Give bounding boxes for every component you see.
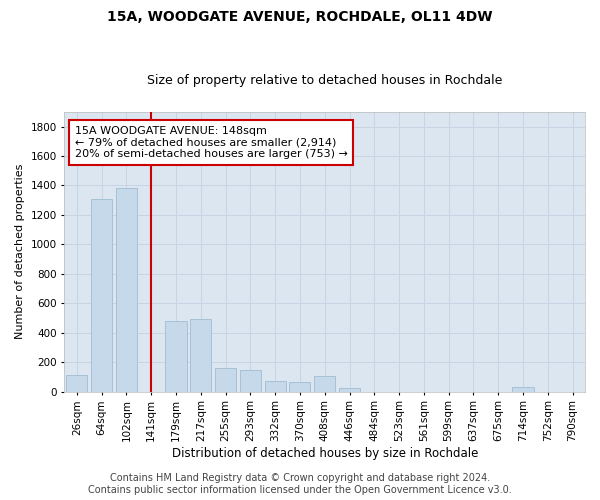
Bar bbox=[314, 376, 335, 392]
Text: 15A, WOODGATE AVENUE, ROCHDALE, OL11 4DW: 15A, WOODGATE AVENUE, ROCHDALE, OL11 4DW bbox=[107, 10, 493, 24]
Text: Contains HM Land Registry data © Crown copyright and database right 2024.
Contai: Contains HM Land Registry data © Crown c… bbox=[88, 474, 512, 495]
Bar bbox=[116, 188, 137, 392]
X-axis label: Distribution of detached houses by size in Rochdale: Distribution of detached houses by size … bbox=[172, 447, 478, 460]
Bar bbox=[339, 388, 360, 392]
Bar bbox=[215, 368, 236, 392]
Bar bbox=[91, 198, 112, 392]
Bar bbox=[265, 380, 286, 392]
Bar bbox=[289, 382, 310, 392]
Title: Size of property relative to detached houses in Rochdale: Size of property relative to detached ho… bbox=[147, 74, 502, 87]
Bar bbox=[512, 386, 533, 392]
Bar bbox=[166, 321, 187, 392]
Bar bbox=[190, 320, 211, 392]
Text: 15A WOODGATE AVENUE: 148sqm
← 79% of detached houses are smaller (2,914)
20% of : 15A WOODGATE AVENUE: 148sqm ← 79% of det… bbox=[75, 126, 348, 159]
Bar bbox=[67, 376, 88, 392]
Y-axis label: Number of detached properties: Number of detached properties bbox=[15, 164, 25, 340]
Bar bbox=[240, 370, 261, 392]
